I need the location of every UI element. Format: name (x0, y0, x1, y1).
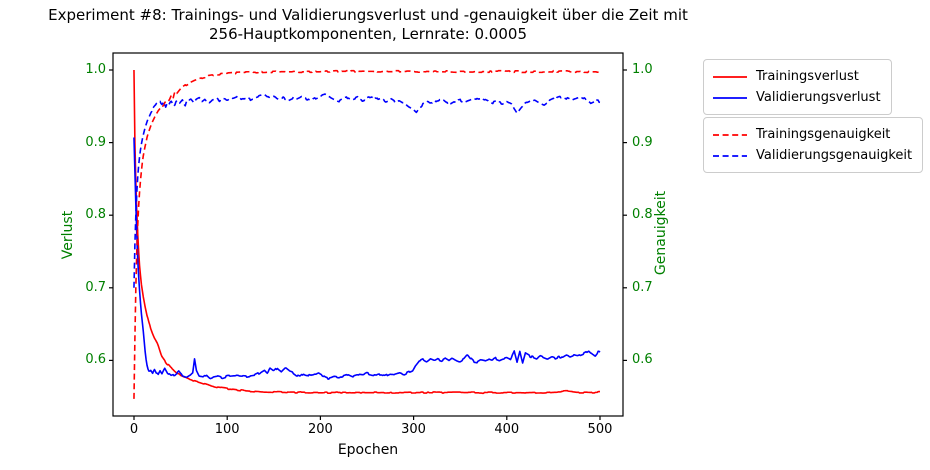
x-tick-label: 100 (214, 422, 240, 437)
trainingsverlust-line-swatch (713, 75, 747, 78)
y-tick-label-right: 0.8 (632, 207, 653, 223)
x-tick-label: 200 (307, 422, 333, 437)
y-tick-label-right: 0.6 (632, 352, 653, 368)
trainingsgenauigkeit-line-swatch (713, 133, 747, 136)
legend-loss: Trainingsverlust Validierungsverlust (703, 59, 892, 115)
legend-item-trainingsgenauigkeit: Trainingsgenauigkeit (713, 124, 912, 145)
x-tick-label: 400 (494, 422, 520, 437)
x-tick-label: 0 (129, 422, 139, 437)
legend-label: Validierungsverlust (756, 90, 881, 105)
y-tick-label-left: 0.9 (85, 134, 106, 150)
chart-title: Experiment #8: Trainings- und Validierun… (48, 6, 688, 44)
y-tick-label-right: 0.7 (632, 279, 653, 295)
chart-title-line2: 256-Hauptkomponenten, Lernrate: 0.0005 (209, 25, 527, 43)
legend-item-validierungsgenauigkeit: Validierungsgenauigkeit (713, 145, 912, 166)
y-tick-label-left: 0.8 (85, 207, 106, 223)
plot-border (112, 52, 624, 417)
y-tick-label-right: 0.9 (632, 134, 653, 150)
legend-accuracy: Trainingsgenauigkeit Validierungsgenauig… (703, 117, 924, 173)
y-tick-label-left: 0.7 (85, 279, 106, 295)
y-tick-label-right: 1.0 (632, 61, 653, 77)
legend-label: Trainingsverlust (756, 69, 859, 84)
chart-title-line1: Experiment #8: Trainings- und Validierun… (48, 6, 688, 24)
legend-label: Trainingsgenauigkeit (756, 127, 891, 142)
legend-item-validierungsverlust: Validierungsverlust (713, 87, 881, 108)
validierungsverlust-line-swatch (713, 96, 747, 99)
curve-trainingsverlust (133, 69, 601, 395)
y-axis-label-right: Genauigkeit (653, 190, 669, 276)
y-tick-label-left: 0.6 (85, 352, 106, 368)
legend-label: Validierungsgenauigkeit (756, 148, 913, 163)
x-axis-label: Epochen (337, 442, 399, 458)
y-tick-label-left: 1.0 (85, 61, 106, 77)
validierungsgenauigkeit-line-swatch (713, 154, 747, 157)
curve-validierungsverlust (133, 137, 601, 380)
x-tick-label: 500 (587, 422, 613, 437)
curve-trainingsgenauigkeit (133, 69, 601, 399)
curve-validierungsgenauigkeit (133, 93, 601, 288)
legend-item-trainingsverlust: Trainingsverlust (713, 66, 881, 87)
x-tick-label: 300 (401, 422, 426, 437)
